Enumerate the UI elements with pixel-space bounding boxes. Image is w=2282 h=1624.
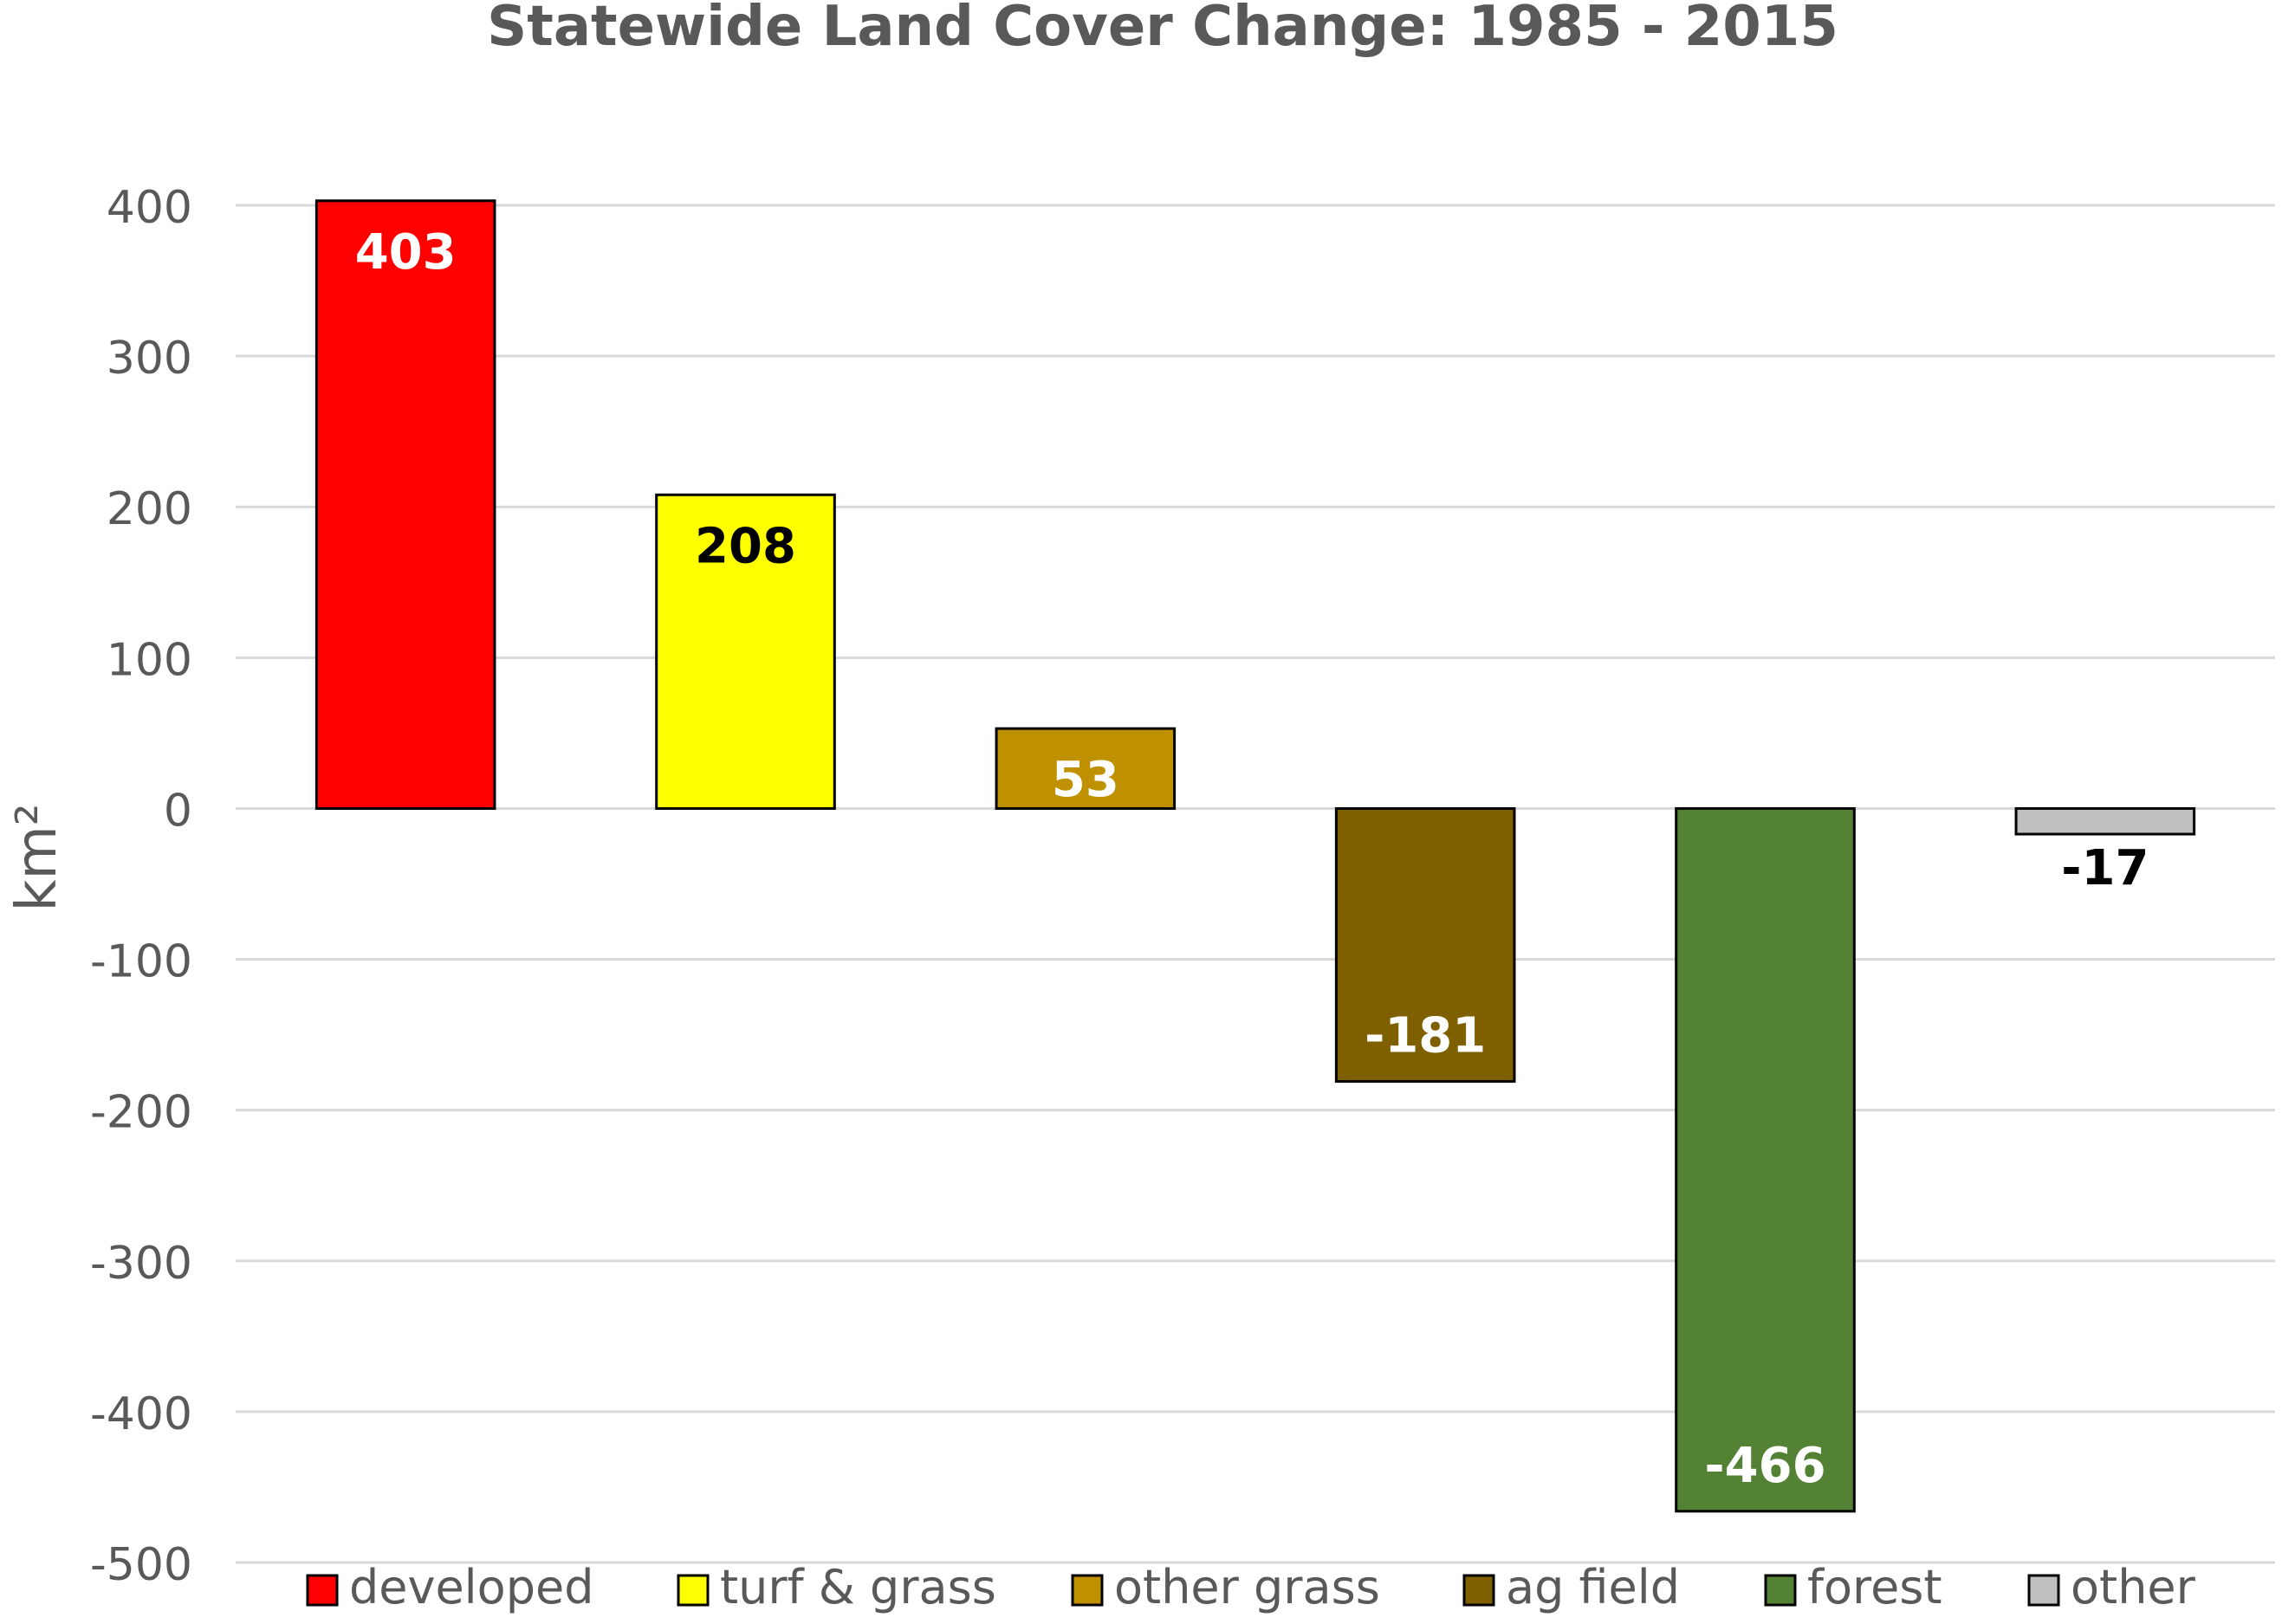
y-tick-label: -500 <box>90 1539 192 1591</box>
bar-other <box>2014 806 2196 836</box>
legend-label: other <box>2071 1560 2196 1614</box>
y-tick-label: 0 <box>164 785 192 837</box>
bar-forest <box>1675 806 1856 1513</box>
y-tick-label: 100 <box>107 634 192 686</box>
legend-label: ag field <box>1506 1560 1680 1614</box>
data-label: -17 <box>2061 840 2149 896</box>
legend-swatch <box>306 1574 339 1607</box>
bar-ag-field <box>1334 806 1516 1084</box>
data-labels: 403 208 53 -181 -466 -17 <box>355 224 2149 1494</box>
data-label: -466 <box>1704 1438 1825 1494</box>
gridlines <box>236 204 2275 1564</box>
bar-developed <box>314 199 496 810</box>
y-tick-label: -300 <box>90 1238 192 1290</box>
y-tick-label: 300 <box>107 333 192 385</box>
data-label: 208 <box>695 518 796 574</box>
legend-label: developed <box>349 1560 594 1614</box>
legend-swatch <box>1071 1574 1104 1607</box>
data-label: 53 <box>1052 752 1119 808</box>
bar-turf-grass <box>655 493 836 810</box>
legend-label: forest <box>1807 1560 1942 1614</box>
legend-swatch <box>2027 1574 2060 1607</box>
legend-swatch <box>677 1574 710 1607</box>
legend-label: turf & grass <box>720 1560 996 1614</box>
y-tick-label: 200 <box>107 483 192 535</box>
legend-label: other grass <box>1114 1560 1380 1614</box>
data-label: -181 <box>1365 1008 1486 1064</box>
y-tick-label: -400 <box>90 1388 192 1440</box>
y-tick-label: -200 <box>90 1087 192 1139</box>
bar-other-grass <box>995 727 1177 810</box>
y-tick-label: -100 <box>90 936 192 988</box>
chart-title: Statewide Land Cover Change: 1985 - 2015 <box>487 0 1838 59</box>
bars <box>314 199 2196 1513</box>
y-tick-label: 400 <box>107 182 192 234</box>
data-label: 403 <box>355 224 457 281</box>
legend: developed turf & grass other grass ag field… <box>306 1560 2196 1614</box>
y-axis-label: km² <box>5 803 69 911</box>
legend-swatch <box>1462 1574 1495 1607</box>
legend-swatch <box>1764 1574 1797 1607</box>
y-axis-ticks: 400 300 200 100 0 -100 -200 -300 -400 -500 <box>90 182 192 1591</box>
